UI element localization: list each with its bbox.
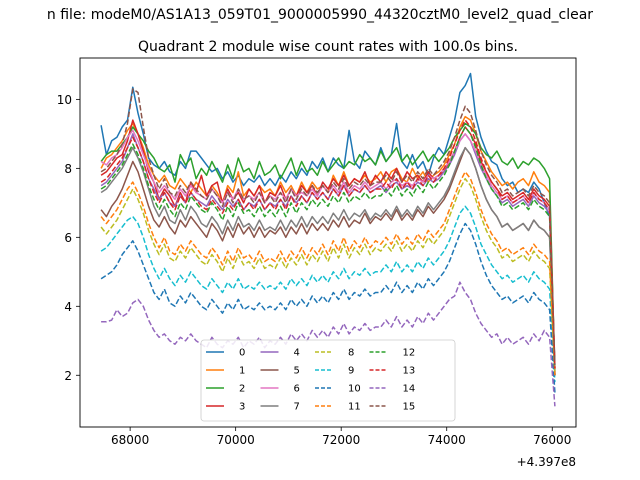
series-line-7 (100, 146, 556, 376)
legend-label-3: 3 (239, 402, 245, 413)
series-line-15 (100, 88, 556, 365)
series-line-2 (100, 122, 556, 376)
legend-label-14: 14 (403, 384, 416, 395)
legend-label-12: 12 (403, 348, 416, 359)
legend-label-0: 0 (239, 348, 245, 359)
legend-box (200, 339, 456, 422)
legend-label-10: 10 (348, 384, 361, 395)
legend-label-5: 5 (294, 366, 300, 377)
y-tick-label: 4 (64, 300, 72, 314)
legend-label-13: 13 (403, 366, 416, 377)
x-tick-label: 70000 (217, 433, 255, 447)
x-tick-label: 74000 (428, 433, 466, 447)
series-line-9 (100, 205, 556, 383)
legend-label-4: 4 (294, 348, 300, 359)
x-tick-label: 68000 (111, 433, 149, 447)
legend-label-9: 9 (348, 366, 354, 377)
legend-label-2: 2 (239, 384, 245, 395)
legend-label-1: 1 (239, 366, 245, 377)
chart-title: Quadrant 2 module wise count rates with … (138, 39, 518, 55)
y-tick-label: 2 (64, 369, 72, 383)
x-tick-label: 76000 (533, 433, 571, 447)
x-axis: 68000 70000 72000 74000 76000 (111, 427, 571, 447)
series-line-13 (100, 119, 556, 369)
y-axis: 2 4 6 8 10 (57, 93, 80, 383)
series-line-11 (100, 171, 556, 376)
legend-label-11: 11 (348, 402, 361, 413)
x-tick-label: 72000 (322, 433, 360, 447)
series-line-12 (100, 126, 556, 369)
series-layer (100, 72, 556, 407)
series-line-14 (101, 281, 556, 407)
legend-label-15: 15 (403, 402, 416, 413)
x-offset-text: +4.397e8 (517, 455, 576, 469)
legend-label-8: 8 (348, 348, 354, 359)
y-tick-label: 6 (64, 231, 72, 245)
y-tick-label: 8 (64, 162, 72, 176)
legend-label-6: 6 (294, 384, 300, 395)
legend-label-7: 7 (294, 402, 300, 413)
y-tick-label: 10 (57, 93, 72, 107)
axes-frame (79, 57, 577, 428)
series-line-10 (100, 222, 556, 393)
series-line-8 (100, 177, 556, 376)
figure-suptitle: n file: modeM0/AS1A13_059T01_9000005990_… (47, 7, 593, 23)
